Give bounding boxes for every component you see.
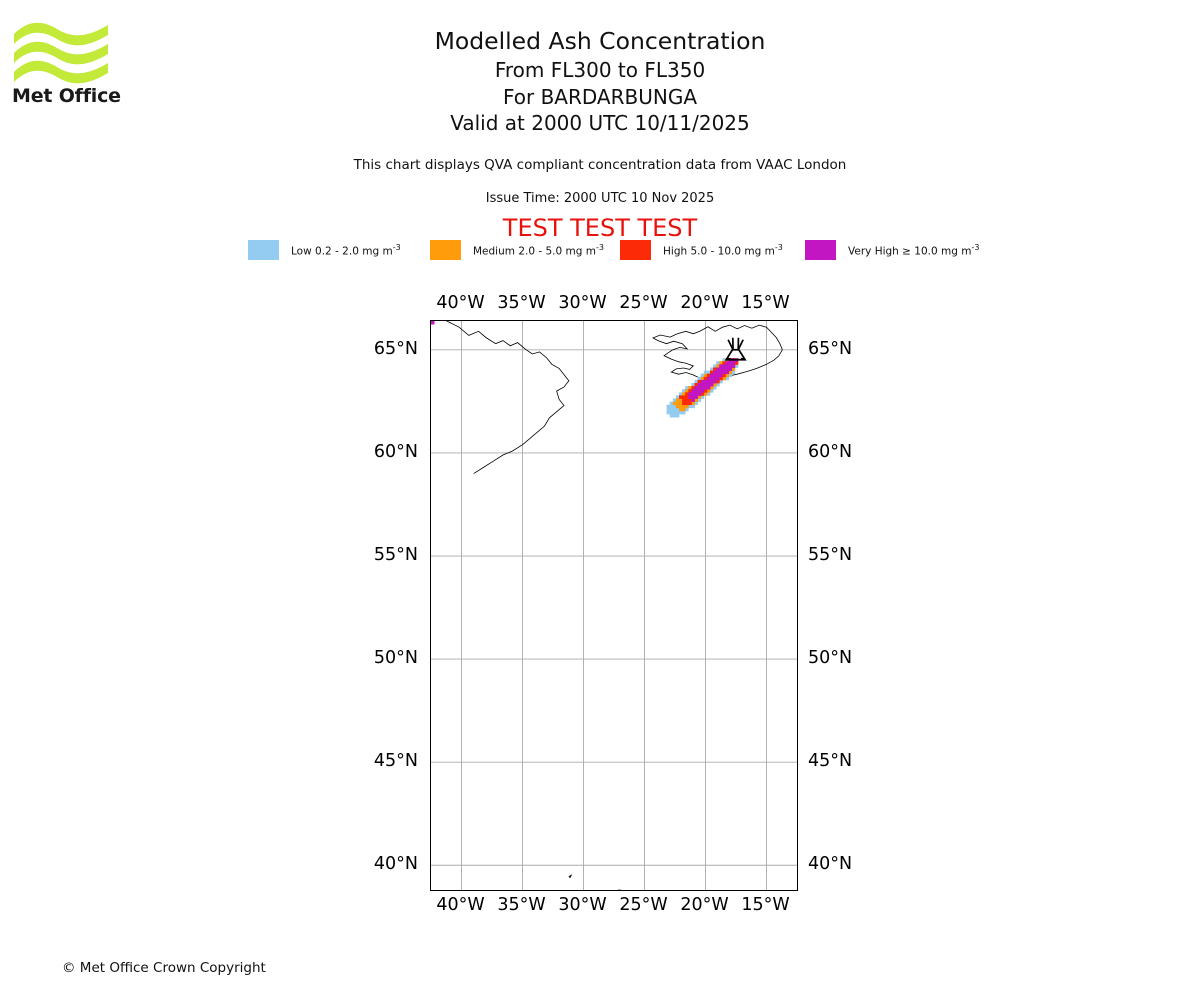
lat-tick-label-right: 45°N	[808, 751, 853, 772]
legend-label-medium: Medium 2.0 - 5.0 mg m-3	[473, 242, 604, 258]
lon-tick-label: 20°W	[680, 895, 729, 915]
flight-level-subtitle: From FL300 to FL350	[494, 58, 706, 82]
coastlines	[446, 321, 783, 890]
map-canvas	[431, 321, 797, 890]
lat-tick-label-right: 40°N	[808, 854, 853, 875]
legend-swatch-low	[248, 240, 279, 260]
volcano-subtitle: For BARDARBUNGA	[502, 84, 698, 109]
legend-item-high: High 5.0 - 10.0 mg m-3	[620, 239, 783, 261]
lat-tick-label-left: 60°N	[373, 441, 418, 462]
lat-tick-label-right: 60°N	[808, 441, 853, 462]
legend-item-very-high: Very High ≥ 10.0 mg m-3	[805, 239, 979, 261]
valid-time-subtitle: Valid at 2000 UTC 10/11/2025	[450, 111, 750, 135]
legend-item-medium: Medium 2.0 - 5.0 mg m-3	[430, 239, 604, 261]
copyright-notice: © Met Office Crown Copyright	[62, 960, 266, 976]
map-gridlines	[431, 321, 797, 890]
legend-label-high: High 5.0 - 10.0 mg m-3	[663, 242, 783, 258]
legend-item-low: Low 0.2 - 2.0 mg m-3	[248, 239, 401, 261]
lat-tick-label-right: 65°N	[808, 338, 853, 359]
longitude-axis-bottom: 40°W 35°W 30°W 25°W 20°W 15°W	[430, 895, 798, 919]
volcano-marker-icon	[724, 337, 747, 361]
lat-tick-label-left: 40°N	[373, 854, 418, 875]
coastline-greenland	[446, 321, 570, 474]
volcano-eruption-ray	[737, 339, 744, 351]
lon-tick-label: 15°W	[741, 293, 790, 313]
legend-swatch-medium	[430, 240, 461, 260]
lon-tick-label: 15°W	[741, 895, 790, 915]
lon-tick-label: 30°W	[558, 895, 607, 915]
coastline-iceland	[652, 324, 783, 381]
lon-tick-label: 30°W	[558, 293, 607, 313]
legend-label-very-high: Very High ≥ 10.0 mg m-3	[848, 242, 980, 258]
lon-tick-label: 25°W	[619, 293, 668, 313]
lat-tick-label-left: 65°N	[373, 338, 418, 359]
chart-note: This chart displays QVA compliant concen…	[353, 157, 847, 173]
plume-band-very-high	[431, 321, 739, 402]
issue-time: Issue Time: 2000 UTC 10 Nov 2025	[485, 191, 715, 206]
ash-concentration-map	[430, 320, 798, 891]
met-office-wave-icon	[14, 22, 108, 84]
lon-tick-label: 20°W	[680, 293, 729, 313]
lat-tick-label-left: 45°N	[373, 751, 418, 772]
legend-swatch-high	[620, 240, 651, 260]
lat-tick-label-left: 55°N	[373, 545, 418, 566]
legend-swatch-very-high	[805, 240, 836, 260]
lon-tick-label: 40°W	[436, 895, 485, 915]
coastline-azores-flores	[568, 874, 573, 879]
lat-tick-label-left: 50°N	[373, 648, 418, 669]
volcano-base	[740, 357, 745, 361]
lon-tick-label: 40°W	[436, 293, 485, 313]
volcano-base	[726, 357, 731, 361]
lon-tick-label: 35°W	[497, 895, 546, 915]
met-office-logo: Met Office	[12, 22, 122, 114]
lat-tick-label-right: 50°N	[808, 648, 853, 669]
lat-tick-label-right: 55°N	[808, 545, 853, 566]
met-office-logo-text: Met Office	[12, 85, 121, 107]
ash-plume	[431, 321, 739, 418]
lon-tick-label: 25°W	[619, 895, 668, 915]
concentration-legend: Low 0.2 - 2.0 mg m-3 Medium 2.0 - 5.0 mg …	[248, 239, 988, 261]
lon-tick-label: 35°W	[497, 293, 546, 313]
longitude-axis-top: 40°W 35°W 30°W 25°W 20°W 15°W	[430, 293, 798, 317]
page-title: Modelled Ash Concentration	[434, 27, 766, 55]
legend-label-low: Low 0.2 - 2.0 mg m-3	[291, 242, 401, 258]
chart-header: Modelled Ash Concentration From FL300 to…	[130, 26, 1070, 137]
test-banner: TEST TEST TEST	[502, 214, 698, 242]
